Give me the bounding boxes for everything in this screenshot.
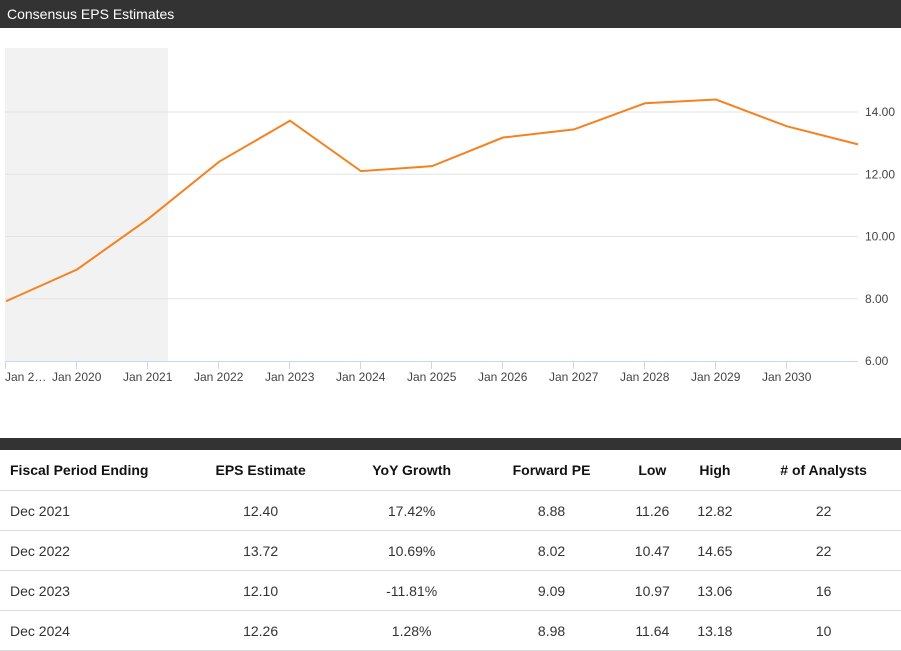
x-tick-label: Jan 2024 <box>336 370 386 384</box>
table-cell: 22 <box>746 530 901 571</box>
x-tick-label: Jan 2… <box>5 370 46 384</box>
col-header-fiscal-period[interactable]: Fiscal Period Ending <box>0 450 180 491</box>
table-cell: 13.18 <box>683 610 747 651</box>
col-header-low[interactable]: Low <box>621 450 684 491</box>
table-cell: -11.81% <box>341 570 483 611</box>
table-cell: 10.47 <box>621 530 684 571</box>
table-cell: 12.82 <box>683 490 747 531</box>
table-cell: 12.40 <box>180 490 342 531</box>
table-cell: 22 <box>746 490 901 531</box>
col-header-forward-pe[interactable]: Forward PE <box>482 450 622 491</box>
table-cell: 10 <box>746 610 901 651</box>
col-header-analysts[interactable]: # of Analysts <box>746 450 901 491</box>
table-header-row: Fiscal Period Ending EPS Estimate YoY Gr… <box>0 450 901 491</box>
table-cell: 12.26 <box>180 610 342 651</box>
eps-series-line[interactable] <box>5 98 859 303</box>
chart-title: Consensus EPS Estimates <box>7 6 175 22</box>
x-tick-label: Jan 2028 <box>620 370 670 384</box>
table-cell: 17.42% <box>341 490 483 531</box>
table-cell: 10.97 <box>621 570 684 611</box>
table-cell: 9.09 <box>482 570 622 611</box>
table-cell: 13.72 <box>180 530 342 571</box>
table-cell: 16 <box>746 570 901 611</box>
table-cell: 11.26 <box>621 490 684 531</box>
table-cell: 8.98 <box>482 610 622 651</box>
table-cell: Dec 2022 <box>0 530 180 571</box>
col-header-yoy-growth[interactable]: YoY Growth <box>341 450 483 491</box>
chart-header: Consensus EPS Estimates <box>0 0 901 28</box>
y-tick-label: 6.00 <box>865 354 889 368</box>
y-tick-label: 8.00 <box>865 292 889 306</box>
x-tick-label: Jan 2029 <box>691 370 741 384</box>
x-tick-label: Jan 2021 <box>123 370 173 384</box>
table-cell: 14.65 <box>683 530 747 571</box>
eps-estimates-table: Fiscal Period Ending EPS Estimate YoY Gr… <box>0 450 901 651</box>
x-tick-label: Jan 2020 <box>52 370 102 384</box>
y-tick-label: 14.00 <box>865 105 895 119</box>
table-cell: Dec 2023 <box>0 570 180 611</box>
table-cell: 8.02 <box>482 530 622 571</box>
table-cell: 12.10 <box>180 570 342 611</box>
x-tick-label: Jan 2022 <box>194 370 244 384</box>
y-tick-label: 10.00 <box>865 230 895 244</box>
x-tick-label: Jan 2027 <box>549 370 599 384</box>
table-row: Dec 2021 12.40 17.42% 8.88 11.26 12.82 22 <box>0 490 901 531</box>
eps-line-chart: Jan 2… Jan 2020 Jan 2021 Jan 2022 Jan 2023 Ja… <box>5 48 895 384</box>
table-cell: Dec 2024 <box>0 610 180 651</box>
table-cell: 8.88 <box>482 490 622 531</box>
table-header-bar <box>0 438 901 450</box>
table-cell: 1.28% <box>341 610 483 651</box>
table-cell: 13.06 <box>683 570 747 611</box>
historical-shaded-region <box>5 48 168 361</box>
table-row: Dec 2024 12.26 1.28% 8.98 11.64 13.18 10 <box>0 610 901 651</box>
table-row: Dec 2022 13.72 10.69% 8.02 10.47 14.65 22 <box>0 530 901 571</box>
x-tick-label: Jan 2026 <box>478 370 528 384</box>
col-header-eps-estimate[interactable]: EPS Estimate <box>180 450 342 491</box>
x-tick-label: Jan 2023 <box>265 370 315 384</box>
table-row: Dec 2023 12.10 -11.81% 9.09 10.97 13.06 16 <box>0 570 901 611</box>
x-tick-label: Jan 2025 <box>407 370 457 384</box>
col-header-high[interactable]: High <box>683 450 747 491</box>
x-tick-label: Jan 2030 <box>762 370 812 384</box>
table-cell: Dec 2021 <box>0 490 180 531</box>
table-cell: 11.64 <box>621 610 684 651</box>
y-tick-label: 12.00 <box>865 167 895 181</box>
table-cell: 10.69% <box>341 530 483 571</box>
